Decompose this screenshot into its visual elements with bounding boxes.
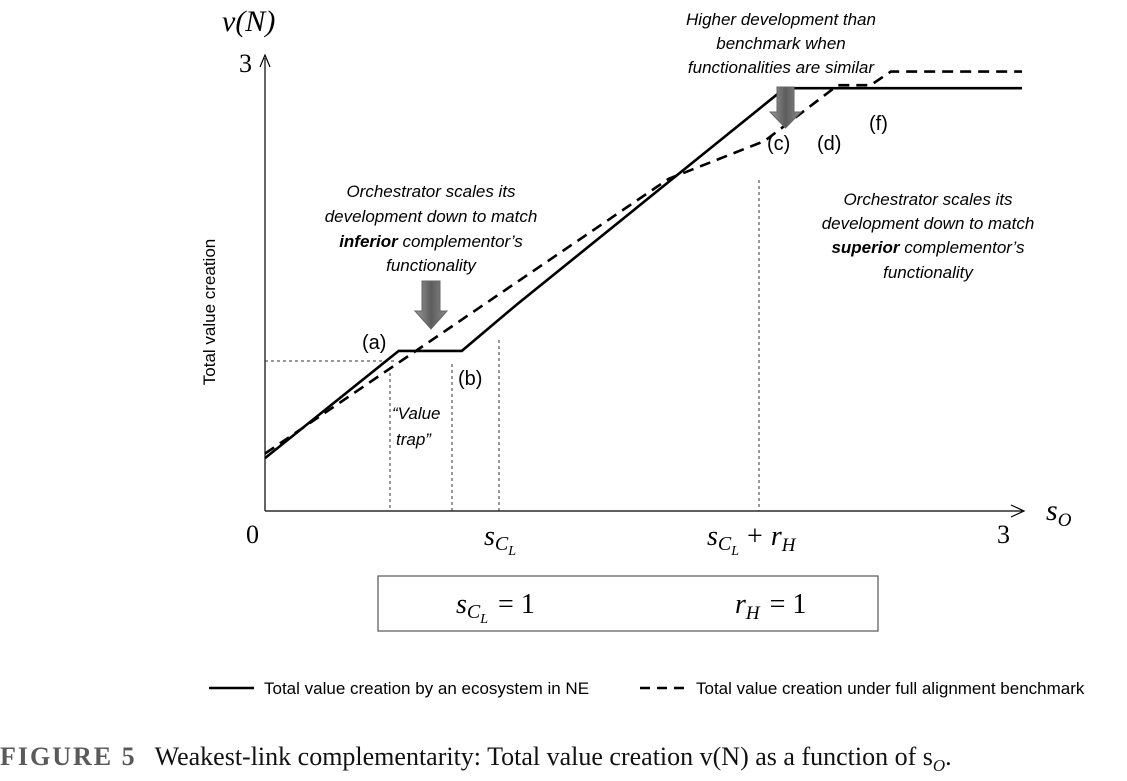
- y-tick-label-max: 3: [239, 49, 252, 78]
- y-axis-arrowhead: [259, 53, 271, 68]
- caption-sub: O: [932, 756, 946, 776]
- annotation-left: Orchestrator scales its development down…: [325, 182, 538, 275]
- value-trap-line-1: “Value: [392, 404, 441, 423]
- point-label-f: (f): [869, 113, 888, 135]
- point-label-d: (d): [817, 133, 841, 155]
- annotation-top-line-1: Higher development than: [686, 10, 876, 29]
- point-label-c: (c): [767, 133, 790, 155]
- x-tick-label-origin: 0: [246, 520, 259, 549]
- annotation-top: Higher development than benchmark when f…: [686, 10, 876, 77]
- series-line-ne: [264, 86, 1022, 460]
- x-axis-symbol-sub: O: [1058, 510, 1072, 531]
- guide-lines: [265, 180, 760, 511]
- value-trap-line-2: trap”: [396, 430, 432, 449]
- point-label-a: (a): [362, 332, 386, 354]
- series-line-benchmark: [264, 70, 1022, 455]
- annotation-left-line-2: development down to match: [325, 207, 538, 226]
- params-box-sCL: sCL = 1: [456, 589, 535, 627]
- annotation-top-line-2: benchmark when: [716, 34, 845, 53]
- annotation-left-line-4: functionality: [386, 256, 477, 275]
- annotation-right-line-1: Orchestrator scales its: [843, 190, 1013, 209]
- annotation-right-line-3: superior complementor’s: [831, 238, 1025, 257]
- x-tick-label-sCL: sCL: [484, 521, 516, 559]
- x-tick-label-sCL-plus-rH: sCL + rH: [707, 521, 797, 559]
- legend: Total value creation by an ecosystem in …: [209, 679, 1085, 698]
- figure-caption: FIGURE 5 Weakest-link complementarity: To…: [0, 742, 1127, 778]
- y-axis-symbol: v(N): [222, 5, 275, 38]
- annotation-left-line-3: inferior complementor’s: [339, 232, 523, 251]
- y-axis-label: Total value creation: [200, 239, 219, 385]
- axes: [259, 53, 1026, 518]
- params-box: [377, 575, 879, 632]
- legend-dashed-label: Total value creation under full alignmen…: [696, 679, 1085, 698]
- caption-label: FIGURE 5: [0, 742, 137, 771]
- x-tick-label-max: 3: [997, 520, 1010, 549]
- legend-solid-label: Total value creation by an ecosystem in …: [264, 679, 589, 698]
- x-axis-arrowhead: [1010, 504, 1026, 518]
- annotation-left-arrow: [413, 280, 449, 330]
- caption-text: Weakest-link complementarity: Total valu…: [154, 742, 952, 776]
- params-box-rH: rH = 1: [735, 589, 806, 624]
- annotation-top-arrow: [768, 86, 803, 129]
- x-axis-symbol: sO: [1046, 494, 1072, 531]
- series-layer: [264, 70, 1022, 460]
- point-label-b: (b): [458, 368, 482, 390]
- annotation-left-line-1: Orchestrator scales its: [346, 182, 516, 201]
- annotation-top-line-3: functionalities are similar: [688, 58, 875, 77]
- annotation-right-line-4: functionality: [883, 263, 974, 282]
- annotation-right: Orchestrator scales its development down…: [822, 190, 1035, 282]
- x-axis-symbol-main: s: [1046, 494, 1058, 527]
- annotation-right-line-2: development down to match: [822, 214, 1035, 233]
